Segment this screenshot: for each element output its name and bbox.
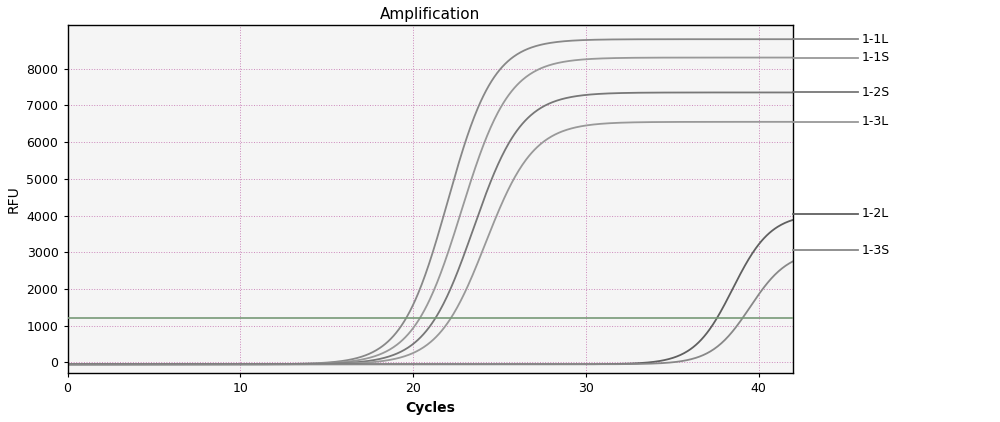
- Text: 1-1S: 1-1S: [862, 51, 890, 64]
- X-axis label: Cycles: Cycles: [405, 401, 455, 415]
- Text: 1-2S: 1-2S: [862, 86, 890, 99]
- Title: Amplification: Amplification: [380, 7, 480, 22]
- Text: 1-2L: 1-2L: [862, 207, 889, 220]
- Y-axis label: RFU: RFU: [7, 185, 21, 213]
- Text: 1-3S: 1-3S: [862, 244, 890, 257]
- Text: 1-3L: 1-3L: [862, 115, 889, 128]
- Text: 1-1L: 1-1L: [862, 32, 889, 46]
